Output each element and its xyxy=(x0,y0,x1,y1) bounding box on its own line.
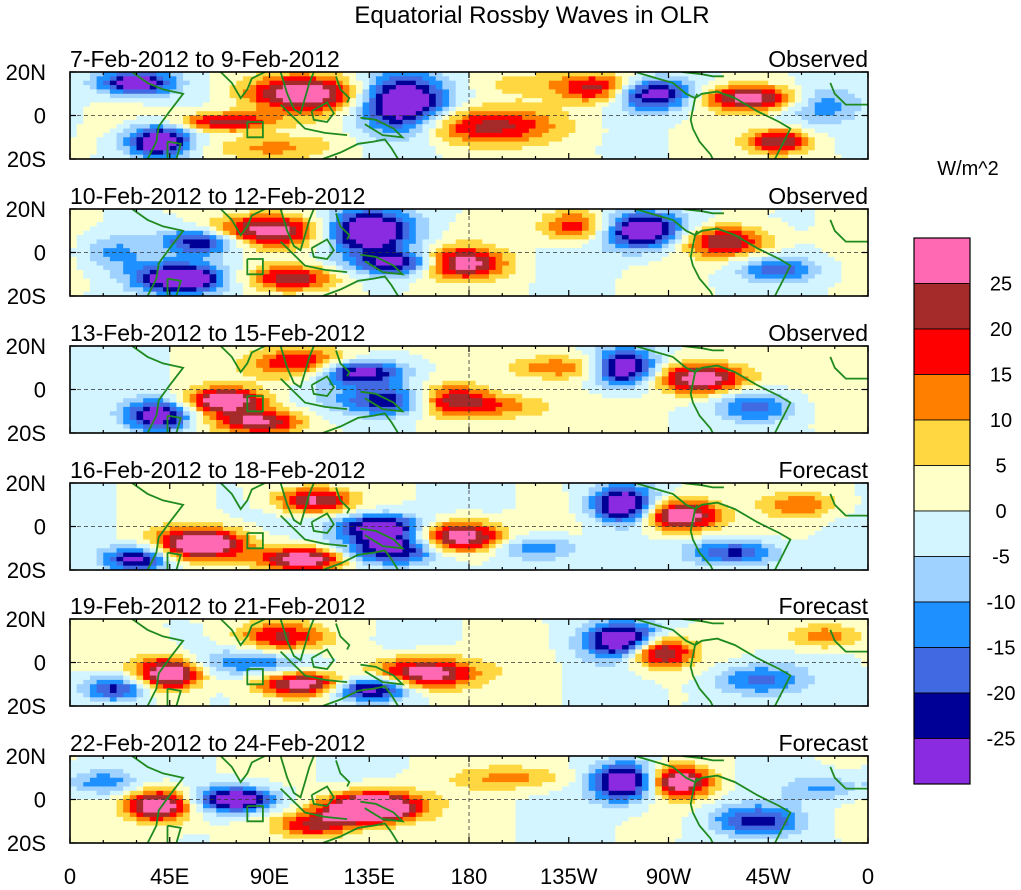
colorbar-tick-label: 25 xyxy=(990,274,1012,296)
olr-field xyxy=(70,209,868,296)
y-tick-label: 20S xyxy=(7,831,46,856)
colorbar-tick-label: -5 xyxy=(992,547,1010,569)
y-tick-label: 20S xyxy=(7,694,46,719)
panel-date-range: 10-Feb-2012 to 12-Feb-2012 xyxy=(70,183,365,209)
olr-field xyxy=(70,346,868,433)
y-tick-label: 0 xyxy=(34,378,46,403)
panel-status: Forecast xyxy=(779,457,869,483)
y-tick-label: 20N xyxy=(6,607,46,632)
x-tick-label: 135W xyxy=(540,864,598,889)
panel-6: 20N 0 20S 22-Feb-2012 to 24-Feb-2012 Forecas… xyxy=(6,730,869,856)
colorbar-band xyxy=(913,738,971,785)
x-axis: 0 45E 90E 135E 180 135W 90W 45W 0 xyxy=(64,864,874,889)
panel-date-range: 7-Feb-2012 to 9-Feb-2012 xyxy=(70,46,340,72)
y-tick-label: 20S xyxy=(7,147,46,172)
y-tick-label: 20N xyxy=(6,334,46,359)
y-tick-label: 20N xyxy=(6,471,46,496)
y-tick-label: 0 xyxy=(34,104,46,129)
panel-date-range: 13-Feb-2012 to 15-Feb-2012 xyxy=(70,320,365,346)
colorbar-unit-label: W/m^2 xyxy=(937,158,999,180)
panel-date-range: 22-Feb-2012 to 24-Feb-2012 xyxy=(70,730,365,756)
colorbar-tick-label: 5 xyxy=(995,456,1006,478)
panel-date-range: 19-Feb-2012 to 21-Feb-2012 xyxy=(70,593,365,619)
x-tick-label: 180 xyxy=(451,864,488,889)
colorbar-band xyxy=(913,328,971,375)
y-tick-label: 20N xyxy=(6,60,46,85)
colorbar-band xyxy=(913,692,971,739)
olr-field xyxy=(70,756,868,843)
colorbar-band xyxy=(913,510,971,557)
y-tick-label: 0 xyxy=(34,788,46,813)
colorbar-band xyxy=(913,556,971,603)
colorbar-tick-label: 20 xyxy=(990,319,1012,341)
colorbar-tick-label: 0 xyxy=(995,501,1006,523)
colorbar-band xyxy=(913,237,971,284)
y-tick-label: 0 xyxy=(34,515,46,540)
colorbar-tick-label: -10 xyxy=(987,592,1016,614)
colorbar-band xyxy=(913,283,971,330)
panel-5: 20N 0 20S 19-Feb-2012 to 21-Feb-2012 Forecas… xyxy=(6,593,869,719)
colorbar-band xyxy=(913,465,971,512)
panel-date-range: 16-Feb-2012 to 18-Feb-2012 xyxy=(70,457,365,483)
colorbar-band xyxy=(913,647,971,694)
y-tick-label: 20S xyxy=(7,421,46,446)
coastlines xyxy=(131,209,868,296)
y-tick-label: 20S xyxy=(7,284,46,309)
y-tick-label: 20S xyxy=(7,558,46,583)
panel-status: Observed xyxy=(768,183,868,209)
colorbar-band xyxy=(913,374,971,421)
coastlines xyxy=(131,483,868,570)
colorbar-tick-label: -20 xyxy=(987,683,1016,705)
x-tick-label: 45E xyxy=(150,864,189,889)
panel-status: Observed xyxy=(768,320,868,346)
x-tick-label: 0 xyxy=(862,864,874,889)
x-tick-label: 45W xyxy=(746,864,791,889)
x-tick-label: 90E xyxy=(250,864,289,889)
colorbar-tick-label: 10 xyxy=(990,410,1012,432)
coastlines xyxy=(131,756,868,843)
x-tick-label: 0 xyxy=(64,864,76,889)
y-tick-label: 0 xyxy=(34,651,46,676)
colorbar-tick-label: -25 xyxy=(987,729,1016,751)
olr-field xyxy=(70,483,868,570)
y-tick-label: 20N xyxy=(6,197,46,222)
panel-status: Forecast xyxy=(779,593,869,619)
coastlines xyxy=(131,72,868,159)
chart-title: Equatorial Rossby Waves in OLR xyxy=(354,2,709,29)
panel-status: Forecast xyxy=(779,730,869,756)
y-tick-label: 20N xyxy=(6,744,46,769)
colorbar-band xyxy=(913,601,971,648)
colorbar-frame xyxy=(913,237,971,785)
colorbar-band xyxy=(913,419,971,466)
panel-status: Observed xyxy=(768,46,868,72)
x-tick-label: 90W xyxy=(646,864,691,889)
panel-1: 20N 0 20S 7-Feb-2012 to 9-Feb-2012 Observed xyxy=(6,46,869,172)
colorbar-tick-label: -15 xyxy=(987,638,1016,660)
colorbar-tick-label: 15 xyxy=(990,365,1012,387)
panel-3: 20N 0 20S 13-Feb-2012 to 15-Feb-2012 Observe… xyxy=(6,320,869,446)
x-tick-label: 135E xyxy=(344,864,395,889)
coastlines xyxy=(131,619,868,706)
panel-4: 20N 0 20S 16-Feb-2012 to 18-Feb-2012 Forecas… xyxy=(6,457,869,583)
panel-2: 20N 0 20S 10-Feb-2012 to 12-Feb-2012 Observe… xyxy=(6,183,869,309)
coastlines xyxy=(131,346,868,433)
colorbar: W/m^2 25 20 15 10 5 0 -5 -10 -15 -20 -25 xyxy=(913,158,1016,785)
y-tick-label: 0 xyxy=(34,241,46,266)
